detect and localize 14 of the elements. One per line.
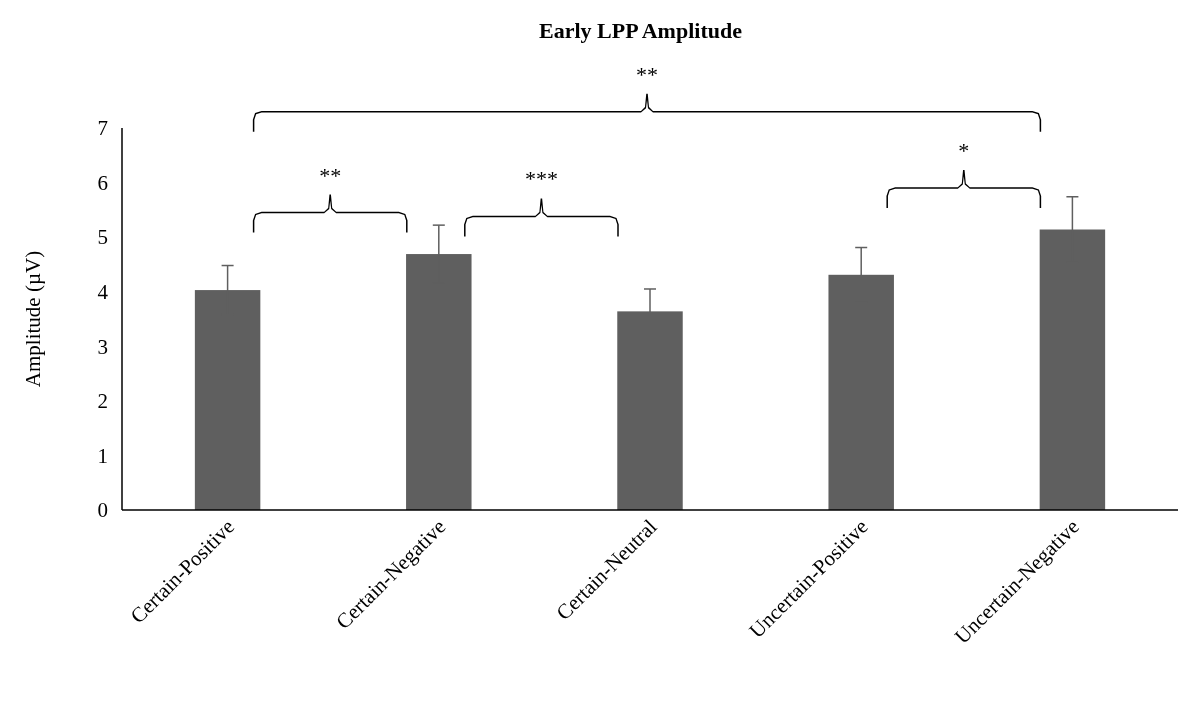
y-tick-label: 5 (97, 225, 108, 250)
chart-title: Early LPP Amplitude (539, 18, 743, 43)
y-axis-title: Amplitude (µV) (21, 250, 45, 388)
annotation: * (958, 138, 970, 164)
y-tick-label: 7 (97, 116, 108, 141)
y-tick-label: 6 (97, 170, 108, 195)
y-tick-label: 1 (97, 443, 108, 468)
y-tick-label: 0 (97, 498, 108, 523)
text: ** (636, 61, 658, 87)
annotation: *** (524, 166, 558, 192)
annotation: ** (319, 162, 342, 188)
y-tick-label: 3 (97, 334, 108, 359)
y-tick-label: 4 (97, 280, 109, 305)
y-tick-label: 2 (97, 389, 108, 414)
